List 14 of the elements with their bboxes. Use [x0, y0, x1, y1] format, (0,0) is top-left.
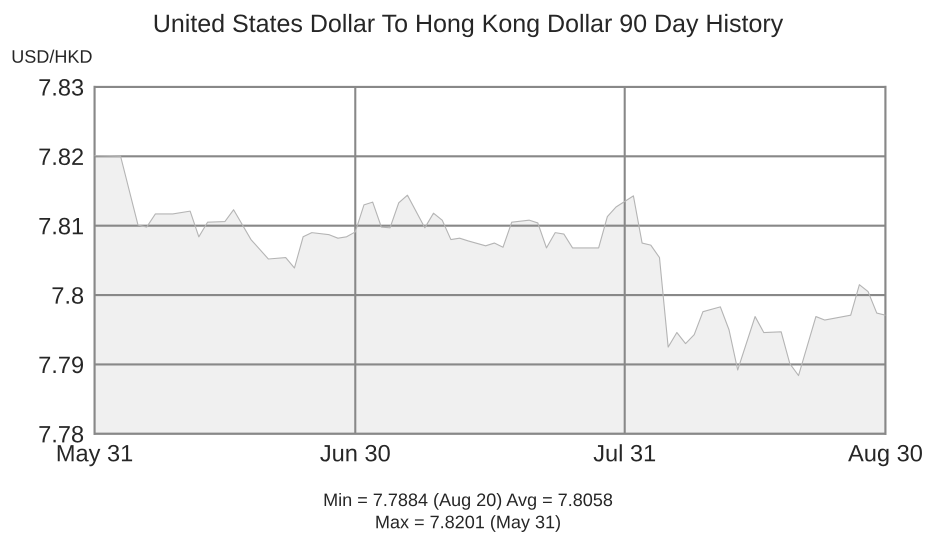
x-tick-label: Aug 30	[848, 444, 922, 466]
text: Max = 7.8201 (May 31)	[376, 515, 560, 532]
x-tick-label: Jul 31	[594, 444, 656, 462]
y-tick-label: 7.83	[39, 79, 84, 96]
y-tick-label: 7.82	[39, 148, 83, 166]
x-tick-label: Jun 30	[320, 444, 390, 462]
y-tick-label: 7.81	[39, 218, 83, 234]
y-axis-title: USD/HKD	[12, 50, 92, 63]
y-tick-label: 7.8	[52, 287, 84, 304]
x-tick-label: May 31	[58, 444, 132, 466]
chart-title: United States Dollar To Hong Kong Dollar 90 Day History	[154, 14, 784, 38]
text: Min = 7.7884 (Aug 20) Avg = 7.8058	[324, 492, 612, 510]
y-tick-label: 7.79	[39, 356, 84, 374]
y-tick-label: 7.78	[39, 426, 84, 443]
